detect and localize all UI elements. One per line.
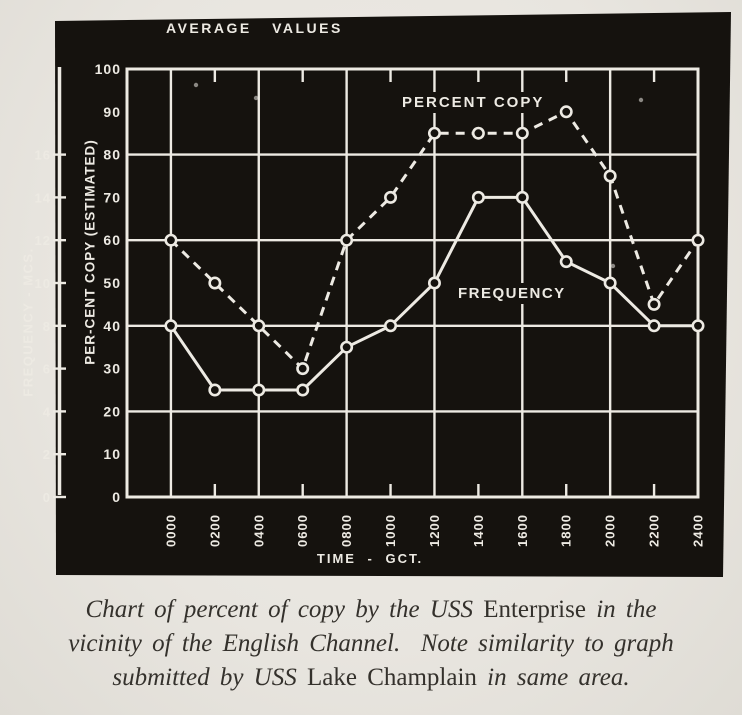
series-label-percent-copy: PERCENT COPY (396, 92, 551, 113)
percent-copy-axis-label: PER-CENT COPY (ESTIMATED) (82, 139, 98, 365)
series-label-frequency: FREQUENCY (452, 283, 572, 304)
caption-segment: Chart of percent of copy by the USS (85, 596, 484, 623)
caption-line: vicinity of the English Channel. Note si… (8, 627, 734, 661)
frequency-tick-label: 10 (35, 276, 51, 291)
caption-segment: vicinity of the English Channel. Note si… (68, 630, 674, 657)
frequency-tick-label: 14 (35, 190, 51, 205)
chart-title: AVERAGE VALUES (166, 20, 343, 36)
frequency-tick-label: 4 (43, 404, 51, 419)
frequency-axis-label: FREQUENCY - MCS. (20, 247, 36, 397)
frequency-tick-label: 16 (35, 148, 51, 163)
x-axis-label: TIME - GCT. (316, 551, 424, 566)
caption-segment: Lake Champlain (306, 664, 477, 691)
frequency-tick-label: 8 (43, 319, 51, 334)
caption-segment: in same area. (476, 664, 630, 691)
frequency-tick-label: 12 (35, 233, 51, 248)
caption-segment: Enterprise (483, 596, 586, 623)
frequency-tick-label: 6 (43, 362, 51, 377)
caption-line: submitted by USS Lake Champlain in same … (8, 661, 734, 695)
frequency-tick-label: 2 (43, 447, 51, 462)
caption-segment: submitted by USS (112, 664, 307, 691)
frequency-tick-label: 0 (43, 490, 51, 505)
caption-segment: in the (585, 596, 657, 623)
figure-caption: Chart of percent of copy by the USS Ente… (8, 593, 734, 695)
caption-line: Chart of percent of copy by the USS Ente… (8, 593, 734, 627)
